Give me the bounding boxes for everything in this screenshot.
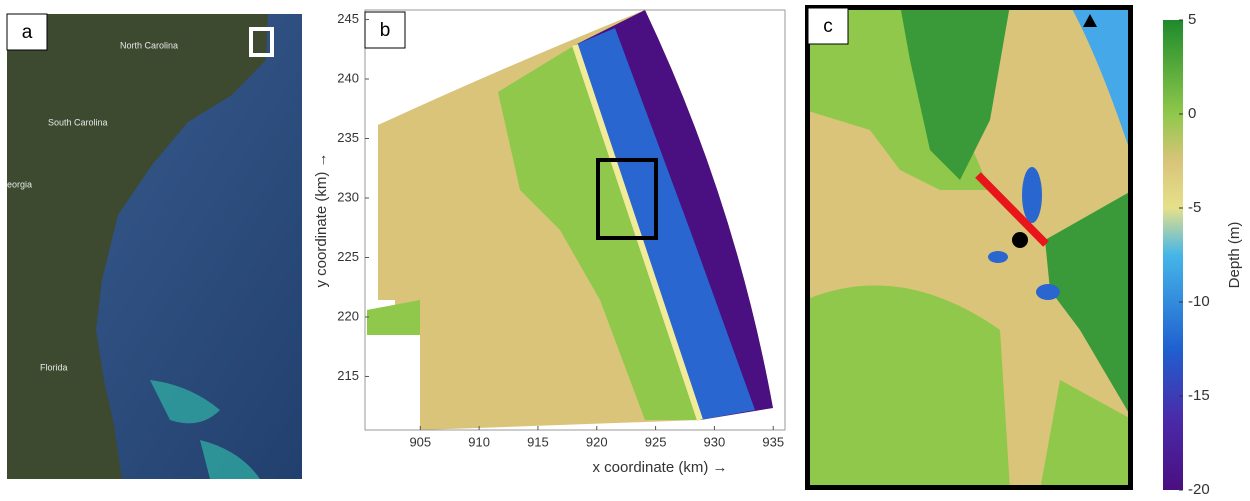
x-tick-label: 925 bbox=[645, 434, 667, 449]
colorbar-tick-label: -20 bbox=[1188, 481, 1210, 498]
panel-label: b bbox=[380, 20, 391, 41]
colorbar-tick-label: 0 bbox=[1188, 105, 1196, 122]
colorbar-tick-label: -10 bbox=[1188, 293, 1210, 310]
panel-a bbox=[7, 14, 302, 479]
channel bbox=[988, 251, 1008, 263]
y-tick-label: 215 bbox=[337, 368, 359, 383]
panel-b bbox=[365, 10, 785, 430]
colorbar-label: Depth (m) bbox=[1226, 222, 1243, 289]
colorbar-tick-label: -5 bbox=[1188, 199, 1201, 216]
channel bbox=[1036, 284, 1060, 300]
place-name: South Carolina bbox=[48, 117, 108, 127]
x-tick-label: 910 bbox=[468, 434, 490, 449]
y-tick-label: 220 bbox=[337, 308, 359, 323]
place-name: North Carolina bbox=[120, 40, 178, 50]
figure: Depth (m) x coordinate (km) → y coordina… bbox=[0, 0, 1250, 501]
shallow bbox=[367, 300, 420, 335]
colorbar-tick-label: -15 bbox=[1188, 387, 1210, 404]
x-axis-label: x coordinate (km) → bbox=[592, 459, 727, 476]
channel bbox=[1022, 167, 1042, 223]
place-name: eorgia bbox=[7, 179, 32, 189]
y-axis-label: y coordinate (km) → bbox=[313, 152, 330, 287]
y-tick-label: 245 bbox=[337, 11, 359, 26]
x-tick-label: 920 bbox=[586, 434, 608, 449]
panel-label: c bbox=[823, 16, 833, 37]
x-tick-label: 915 bbox=[527, 434, 549, 449]
y-tick-label: 240 bbox=[337, 70, 359, 85]
panel-c bbox=[805, 5, 1133, 490]
panel-label: a bbox=[22, 22, 33, 43]
x-tick-label: 935 bbox=[762, 434, 784, 449]
place-name: Florida bbox=[40, 362, 68, 372]
station bbox=[1012, 232, 1028, 248]
x-tick-label: 905 bbox=[409, 434, 431, 449]
x-tick-label: 930 bbox=[704, 434, 726, 449]
colorbar bbox=[1163, 20, 1183, 490]
y-tick-label: 225 bbox=[337, 249, 359, 264]
colorbar-tick-label: 5 bbox=[1188, 11, 1196, 28]
y-tick-label: 230 bbox=[337, 189, 359, 204]
y-tick-label: 235 bbox=[337, 130, 359, 145]
